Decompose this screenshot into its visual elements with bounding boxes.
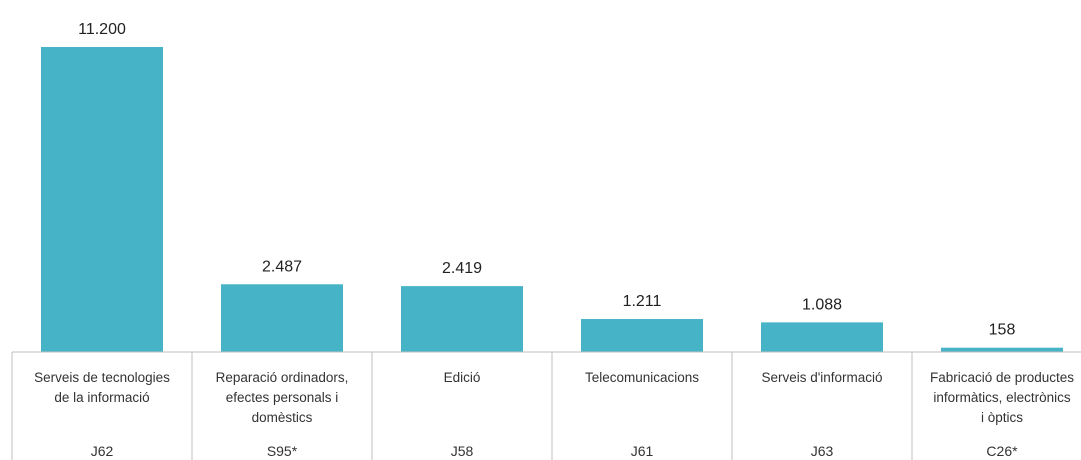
category-label: Edició: [444, 370, 481, 385]
bars-group: [41, 47, 1063, 352]
value-label: 158: [989, 322, 1016, 339]
category-label: de la informació: [54, 390, 149, 405]
bar-s95: [221, 284, 343, 352]
category-label: Telecomunicacions: [585, 370, 699, 385]
category-label: Reparació ordinadors,: [216, 370, 349, 385]
category-label: Serveis d'informació: [761, 370, 882, 385]
category-code: J61: [631, 443, 654, 459]
bar-j61: [581, 319, 703, 352]
value-label: 1.088: [802, 296, 842, 313]
category-table: Serveis de tecnologies de la informació J6…: [11, 351, 1081, 460]
value-label: 2.487: [262, 258, 302, 275]
category-code: C26*: [986, 443, 1018, 459]
category-code: J63: [811, 443, 834, 459]
bar-j62: [41, 47, 163, 352]
bar-j58: [401, 286, 523, 352]
category-code: J58: [451, 443, 474, 459]
category-label: informàtics, electrònics: [933, 390, 1071, 405]
category-label: Serveis de tecnologies: [34, 370, 170, 385]
bar-j63: [761, 322, 883, 352]
category-label: domèstics: [252, 410, 313, 425]
category-label: efectes personals i: [226, 390, 339, 405]
value-labels-group: 11.200 2.487 2.419 1.211 1.088 158: [78, 21, 1015, 339]
value-label: 2.419: [442, 260, 482, 277]
category-code: S95*: [267, 443, 298, 459]
bar-c26: [941, 347, 1063, 352]
category-label: Fabricació de productes: [930, 370, 1074, 385]
value-label: 1.211: [623, 293, 662, 310]
category-code: J62: [91, 443, 114, 459]
value-label: 11.200: [78, 21, 126, 38]
category-label: i òptics: [981, 410, 1023, 425]
